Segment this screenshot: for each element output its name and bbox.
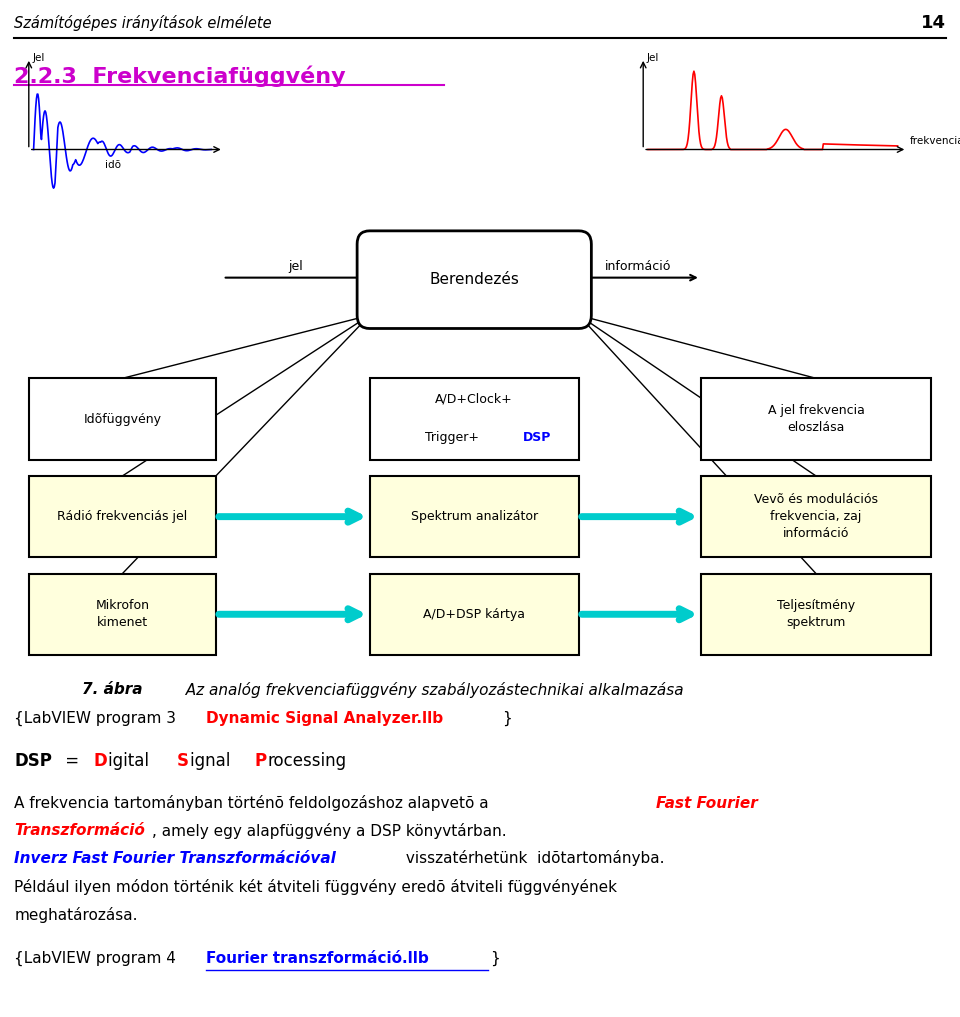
Text: {LabVIEW program 3: {LabVIEW program 3 — [14, 711, 186, 725]
Text: Dynamic Signal Analyzer.llb: Dynamic Signal Analyzer.llb — [206, 711, 444, 725]
Text: S: S — [177, 752, 188, 770]
Text: =: = — [60, 752, 84, 770]
Text: Berendezés: Berendezés — [429, 273, 519, 287]
Text: 14: 14 — [921, 14, 946, 33]
Text: ignal: ignal — [190, 752, 236, 770]
Text: Idõfüggvény: Idõfüggvény — [84, 413, 161, 425]
Text: 2.2.3  Frekvenciafüggvény: 2.2.3 Frekvenciafüggvény — [14, 65, 346, 87]
Text: Rádió frekvenciás jel: Rádió frekvenciás jel — [58, 511, 187, 523]
Text: igital: igital — [108, 752, 154, 770]
Text: Spektrum analizátor: Spektrum analizátor — [411, 511, 538, 523]
FancyBboxPatch shape — [370, 378, 579, 460]
Text: Az analóg frekvenciafüggvény szabályozástechnikai alkalmazása: Az analóg frekvenciafüggvény szabályozás… — [176, 681, 684, 698]
Text: }: } — [502, 711, 512, 725]
Text: DSP: DSP — [522, 431, 551, 443]
Text: Inverz Fast Fourier Transzformációval: Inverz Fast Fourier Transzformációval — [14, 851, 336, 865]
Text: }: } — [490, 951, 499, 965]
Text: visszatérhetünk  idõtartományba.: visszatérhetünk idõtartományba. — [401, 850, 664, 866]
Text: A frekvencia tartományban történõ feldolgozáshoz alapvetõ a: A frekvencia tartományban történõ feldol… — [14, 795, 493, 812]
Text: A jel frekvencia
eloszlása: A jel frekvencia eloszlása — [768, 404, 864, 434]
FancyBboxPatch shape — [370, 476, 579, 557]
Text: DSP: DSP — [14, 752, 52, 770]
Text: Teljesítmény
spektrum: Teljesítmény spektrum — [777, 599, 855, 630]
Text: Trigger+: Trigger+ — [425, 431, 479, 443]
FancyBboxPatch shape — [370, 574, 579, 655]
Text: Például ilyen módon történik két átviteli függvény eredõ átviteli függvényének: Például ilyen módon történik két átvitel… — [14, 879, 617, 895]
Text: Transzformáció: Transzformáció — [14, 824, 145, 838]
Text: A/D+Clock+: A/D+Clock+ — [436, 393, 513, 405]
FancyBboxPatch shape — [701, 378, 931, 460]
Text: meghatározása.: meghatározása. — [14, 907, 138, 923]
FancyBboxPatch shape — [29, 574, 216, 655]
Text: Fast Fourier: Fast Fourier — [656, 796, 757, 811]
FancyBboxPatch shape — [29, 378, 216, 460]
Text: D: D — [93, 752, 107, 770]
Text: frekvencia: frekvencia — [910, 136, 960, 146]
Text: információ: információ — [605, 259, 672, 273]
Text: Mikrofon
kimenet: Mikrofon kimenet — [95, 599, 150, 630]
Text: Jel: Jel — [33, 53, 45, 63]
Text: Számítógépes irányítások elmélete: Számítógépes irányítások elmélete — [14, 15, 272, 32]
Text: A/D+DSP kártya: A/D+DSP kártya — [423, 608, 525, 620]
Text: Vevõ és modulációs
frekvencia, zaj
információ: Vevõ és modulációs frekvencia, zaj infor… — [754, 493, 878, 540]
Text: idõ: idõ — [105, 160, 121, 170]
FancyBboxPatch shape — [357, 231, 591, 328]
Text: jel: jel — [288, 259, 303, 273]
FancyBboxPatch shape — [701, 476, 931, 557]
Text: Jel: Jel — [647, 53, 660, 63]
FancyBboxPatch shape — [701, 574, 931, 655]
Text: 7. ábra: 7. ábra — [82, 682, 142, 697]
Text: {LabVIEW program 4: {LabVIEW program 4 — [14, 951, 186, 965]
FancyBboxPatch shape — [29, 476, 216, 557]
Text: , amely egy alapfüggvény a DSP könyvtárban.: , amely egy alapfüggvény a DSP könyvtárb… — [152, 823, 506, 839]
Text: P: P — [254, 752, 267, 770]
Text: rocessing: rocessing — [268, 752, 347, 770]
Text: Fourier transzformáció.llb: Fourier transzformáció.llb — [206, 951, 429, 965]
